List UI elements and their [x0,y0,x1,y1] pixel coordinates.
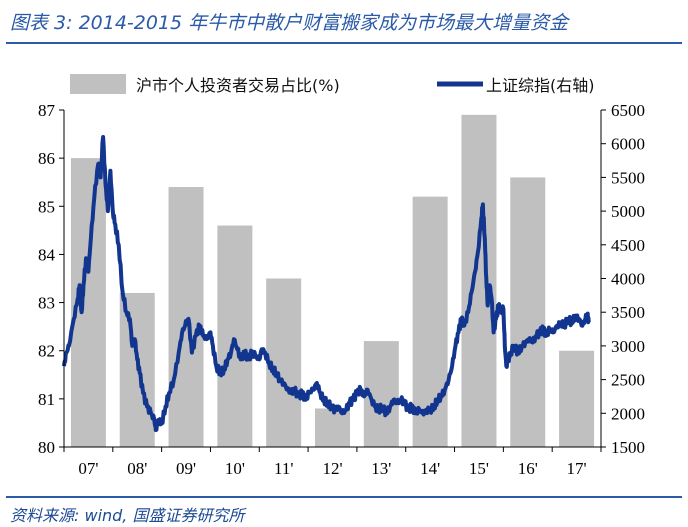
axes-layer: 80 81 82 83 84 85 86 87 1500 2000 2500 3000 3500 4000… [38,101,645,478]
x-tick-label: 17' [567,459,587,478]
x-tick-label: 12' [322,459,342,478]
footer-rule [6,496,682,498]
title-rule [6,42,682,44]
x-tick-label: 13' [371,459,391,478]
bar-10' [217,225,253,447]
line-layer [62,135,591,433]
figure-title: 图表 3: 2014-2015 年牛市中散户财富搬家成为市场最大增量资金 [10,12,569,34]
left-tick-label: 83 [38,294,55,313]
bar-15' [461,114,497,448]
x-tick-label: 14' [420,459,440,478]
legend-bar-label: 沪市个人投资者交易占比(%) [136,76,340,95]
line-shanghai-index [62,135,591,433]
x-tick-label: 07' [78,459,98,478]
left-tick-label: 81 [38,390,55,409]
right-tick-label: 2500 [611,371,645,390]
source-note: 资料来源: wind, 国盛证券研究所 [10,506,245,525]
bar-17' [559,350,595,447]
x-tick-label: 15' [469,459,489,478]
bar-16' [510,177,546,447]
legend-line-label: 上证综指(右轴) [486,76,595,95]
right-tick-label: 4000 [611,270,645,289]
x-tick-label: 10' [225,459,245,478]
bar-09' [168,187,204,447]
left-tick-label: 86 [38,149,55,168]
left-tick-label: 87 [38,101,56,120]
left-tick-label: 85 [38,197,55,216]
left-tick-label: 84 [38,245,56,264]
legend-bar-swatch [70,74,126,94]
bars-layer [70,114,595,448]
right-tick-label: 6000 [611,135,645,154]
right-tick-label: 5500 [611,168,645,187]
x-tick-label: 11' [274,459,293,478]
right-tick-label: 1500 [611,438,645,457]
right-tick-label: 3000 [611,337,645,356]
x-tick-label: 08' [127,459,147,478]
right-tick-label: 3500 [611,303,645,322]
right-tick-label: 4500 [611,236,645,255]
left-tick-label: 80 [38,438,55,457]
left-tick-label: 82 [38,342,55,361]
legend: 沪市个人投资者交易占比(%) 上证综指(右轴) [70,74,595,95]
x-tick-label: 16' [518,459,538,478]
x-tick-label: 09' [176,459,196,478]
right-tick-label: 5000 [611,202,645,221]
right-tick-label: 6500 [611,101,645,120]
right-tick-label: 2000 [611,404,645,423]
